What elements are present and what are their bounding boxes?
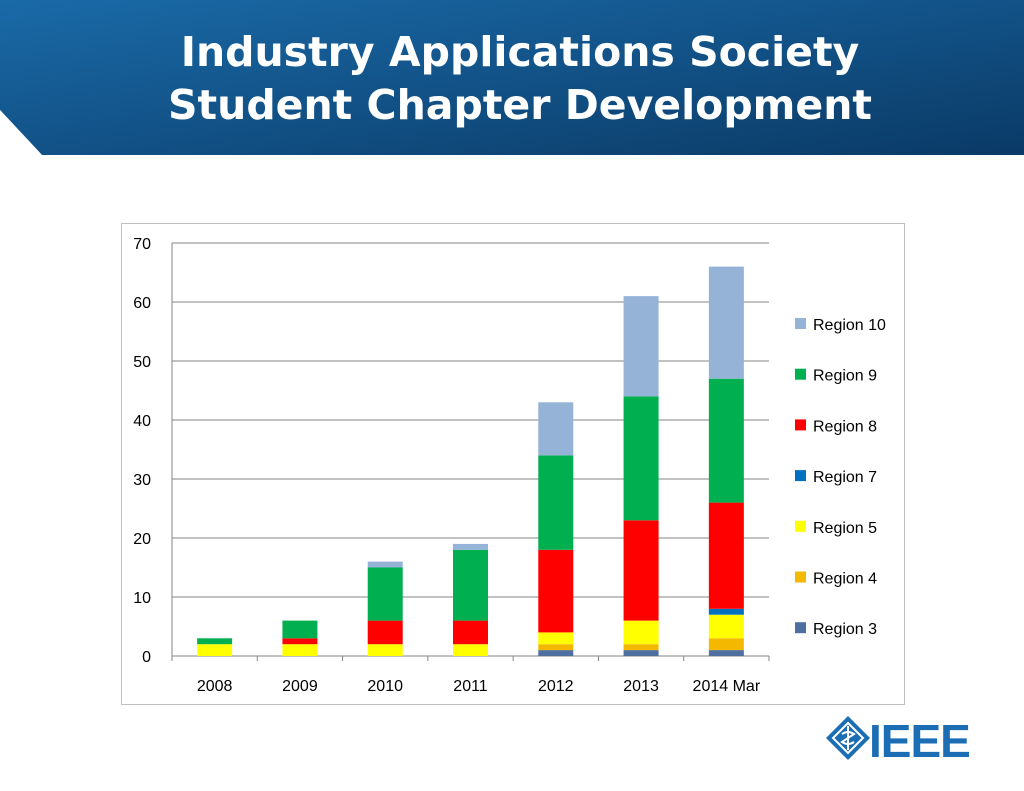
bar-region-4 <box>623 644 659 651</box>
bar-region-9 <box>708 378 744 503</box>
bar-region-8 <box>282 638 318 645</box>
bar-region-9 <box>197 638 233 645</box>
bar-region-3 <box>623 650 659 656</box>
bar-region-9 <box>367 567 403 621</box>
legend-swatch <box>795 318 806 329</box>
bar-region-9 <box>538 455 574 550</box>
x-tick-label: 2013 <box>623 678 659 695</box>
y-tick-label: 10 <box>133 590 151 607</box>
x-tick-label: 2014 Mar <box>693 678 761 695</box>
y-tick-label: 40 <box>133 413 151 430</box>
legend-swatch <box>795 520 806 532</box>
bar-region-3 <box>708 650 744 656</box>
ieee-logo-text: IEEE <box>869 715 971 767</box>
y-tick-label: 60 <box>133 295 151 312</box>
legend-swatch <box>795 622 806 634</box>
bar-region-9 <box>453 549 488 621</box>
x-tick-label: 2010 <box>367 678 403 695</box>
bar-region-10 <box>453 543 488 550</box>
legend-label: Region 5 <box>813 520 877 537</box>
title-banner <box>0 0 1024 155</box>
ieee-logo <box>826 716 870 760</box>
bar-region-5 <box>282 644 318 656</box>
x-tick-label: 2008 <box>197 678 233 695</box>
bar-region-10 <box>623 296 659 397</box>
legend-label: Region 8 <box>813 418 877 435</box>
legend-swatch <box>795 470 806 482</box>
bar-region-4 <box>538 644 574 651</box>
bar-region-8 <box>367 620 403 645</box>
bar-region-10 <box>367 561 403 568</box>
x-tick-label: 2011 <box>453 678 488 695</box>
y-tick-label: 20 <box>133 531 151 548</box>
legend-swatch <box>795 419 806 431</box>
y-tick-label: 50 <box>133 354 151 371</box>
y-tick-label: 0 <box>142 649 151 666</box>
x-tick-label: 2012 <box>538 678 574 695</box>
bar-region-7 <box>708 608 744 615</box>
bar-region-5 <box>538 632 574 645</box>
bar-region-8 <box>453 620 488 645</box>
bar-region-8 <box>623 520 659 621</box>
title-line-2: Student Chapter Development <box>168 81 872 129</box>
y-tick-label: 70 <box>133 236 151 253</box>
bar-region-8 <box>708 502 744 609</box>
ieee-diamond-icon <box>826 716 870 760</box>
x-tick-label: 2009 <box>282 678 318 695</box>
title-line-1: Industry Applications Society <box>180 28 860 76</box>
bar-region-10 <box>538 402 574 456</box>
chart-container: 0 10 20 30 40 50 60 70 2008 2009 2010 2011 2012 2013 2… <box>121 223 905 705</box>
legend-label: Region 9 <box>813 368 877 385</box>
bar-region-9 <box>623 396 659 521</box>
page-title: Industry Applications Society Student Ch… <box>0 26 1024 132</box>
bar-region-5 <box>367 644 403 656</box>
bar-region-3 <box>538 650 574 656</box>
y-tick-label: 30 <box>133 472 151 489</box>
legend-label: Region 7 <box>813 469 877 486</box>
legend-swatch <box>795 571 806 583</box>
bar-region-4 <box>708 638 744 651</box>
legend-label: Region 4 <box>813 571 877 588</box>
bar-region-8 <box>538 549 574 633</box>
bar-region-5 <box>453 644 488 656</box>
bar-region-9 <box>282 620 318 639</box>
legend-label: Region 3 <box>813 621 877 638</box>
legend-label: Region 10 <box>813 317 886 334</box>
legend-swatch <box>795 368 806 380</box>
bar-region-10 <box>708 266 744 379</box>
bar-region-5 <box>197 644 233 656</box>
stacked-bar-chart: 0 10 20 30 40 50 60 70 2008 2009 2010 2011 2012 2013 2… <box>133 236 886 695</box>
bar-region-5 <box>623 620 659 645</box>
bar-region-5 <box>708 614 744 639</box>
